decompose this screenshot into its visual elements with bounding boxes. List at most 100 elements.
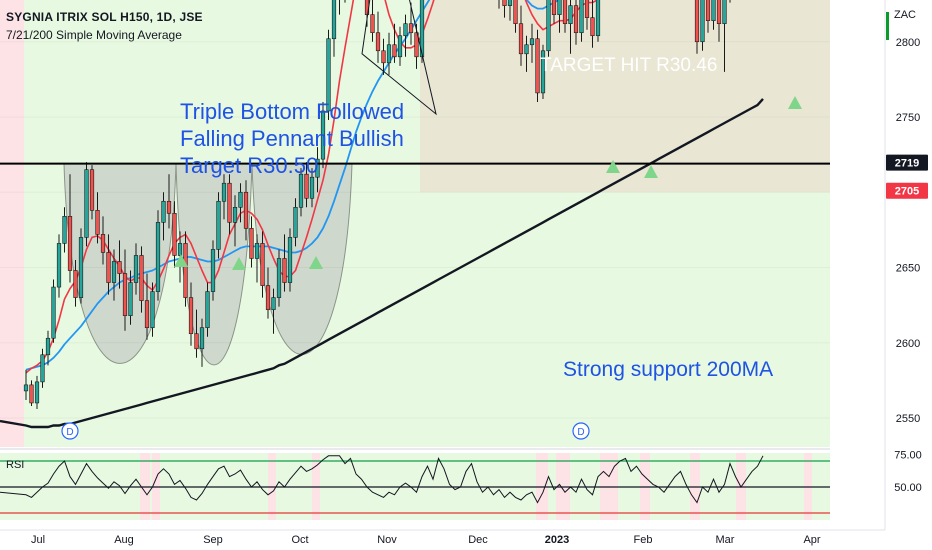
signal-triangle	[644, 165, 658, 178]
candle	[106, 252, 111, 283]
target-marker	[886, 12, 889, 40]
rsi-line	[0, 455, 764, 504]
candle	[199, 327, 205, 350]
price-label-box	[886, 154, 928, 171]
annotation-target-hit: TARGET HIT R30.46	[540, 55, 717, 76]
bg-band-bearish	[0, 0, 24, 447]
price-tick-label: 2750	[896, 112, 920, 124]
candle	[139, 255, 144, 301]
candle	[73, 270, 78, 298]
candle	[392, 44, 397, 58]
time-tick-label: Feb	[634, 534, 653, 546]
candle	[23, 384, 29, 392]
candle	[408, 23, 414, 34]
candle	[397, 35, 403, 58]
candle	[29, 384, 34, 404]
candle	[287, 237, 293, 283]
candle	[700, 0, 705, 43]
candle	[227, 182, 232, 223]
candle	[298, 173, 304, 208]
candle	[716, 0, 722, 24]
candle	[562, 0, 568, 24]
candle	[95, 210, 100, 235]
time-tick-label: Mar	[716, 534, 735, 546]
time-tick-label: Aug	[114, 534, 134, 546]
signal-triangle	[232, 257, 246, 270]
candle	[155, 222, 161, 292]
candle	[161, 200, 166, 223]
range-box	[420, 0, 830, 193]
time-tick-label: Sep	[203, 534, 223, 546]
candle	[573, 5, 579, 34]
candle	[89, 169, 95, 211]
candle	[293, 207, 298, 238]
candle	[56, 243, 62, 288]
price-tick-label: 2800	[896, 37, 920, 49]
candle	[331, 0, 337, 40]
candle	[177, 243, 183, 256]
candle	[133, 255, 139, 283]
rsi-pane: RSI	[0, 448, 932, 514]
candle	[590, 17, 595, 37]
annotation-support: Strong support 200MA	[563, 358, 773, 381]
candle	[375, 32, 381, 52]
rsi-tick-label: 75.00	[894, 450, 922, 462]
axis-bg	[830, 0, 932, 550]
candle	[711, 0, 716, 21]
signal-triangle	[606, 160, 620, 173]
currency-label: ZAC	[894, 9, 916, 21]
candle	[419, 0, 425, 58]
candle	[513, 0, 518, 24]
price-labels: 30443029SYGH283827192705	[886, 12, 928, 199]
candle	[584, 0, 590, 18]
time-tick-label: Jul	[31, 534, 45, 546]
annotation-triple-bottom: Falling Pennant Bullish	[180, 126, 404, 151]
candle	[265, 285, 271, 310]
candle	[540, 50, 546, 94]
candle	[111, 261, 117, 283]
candle	[315, 158, 320, 178]
candle	[34, 381, 40, 404]
price-tick-label: 2650	[896, 263, 920, 275]
candle	[320, 110, 326, 160]
symbol-title: SYGNIA ITRIX SOL H150, 1D, JSE	[6, 10, 203, 24]
price-label-text: 2705	[895, 186, 919, 198]
candle	[386, 44, 392, 64]
candle	[309, 176, 315, 199]
candle	[172, 213, 177, 256]
candle	[232, 207, 238, 223]
rsi-title: RSI	[6, 459, 24, 471]
candle	[546, 0, 551, 52]
falling-pennant	[361, 0, 437, 116]
candle	[194, 333, 199, 350]
candle	[122, 273, 128, 316]
candle	[84, 169, 89, 238]
annotation-triple-bottom: Triple Bottom Followed	[180, 99, 404, 124]
time-tick-label: Oct	[291, 534, 308, 546]
candle	[705, 0, 711, 21]
price-tick-label: 2550	[896, 413, 920, 425]
candle	[529, 38, 535, 46]
candle	[502, 0, 507, 6]
candle	[205, 291, 210, 328]
candle	[304, 173, 309, 199]
price-label-text: 2719	[895, 158, 919, 170]
candle	[518, 23, 524, 55]
candle	[150, 291, 155, 328]
candle	[216, 200, 221, 250]
candle	[370, 14, 375, 34]
candle	[254, 243, 260, 259]
candle	[78, 237, 84, 298]
dividend-marker	[572, 422, 590, 440]
candle	[414, 32, 419, 58]
candle	[100, 234, 106, 253]
candle	[282, 258, 287, 283]
time-tick-label: Dec	[468, 534, 488, 546]
dividend-marker	[61, 422, 79, 440]
signal-triangle	[788, 96, 802, 109]
candle	[243, 191, 249, 229]
candle	[507, 0, 513, 6]
